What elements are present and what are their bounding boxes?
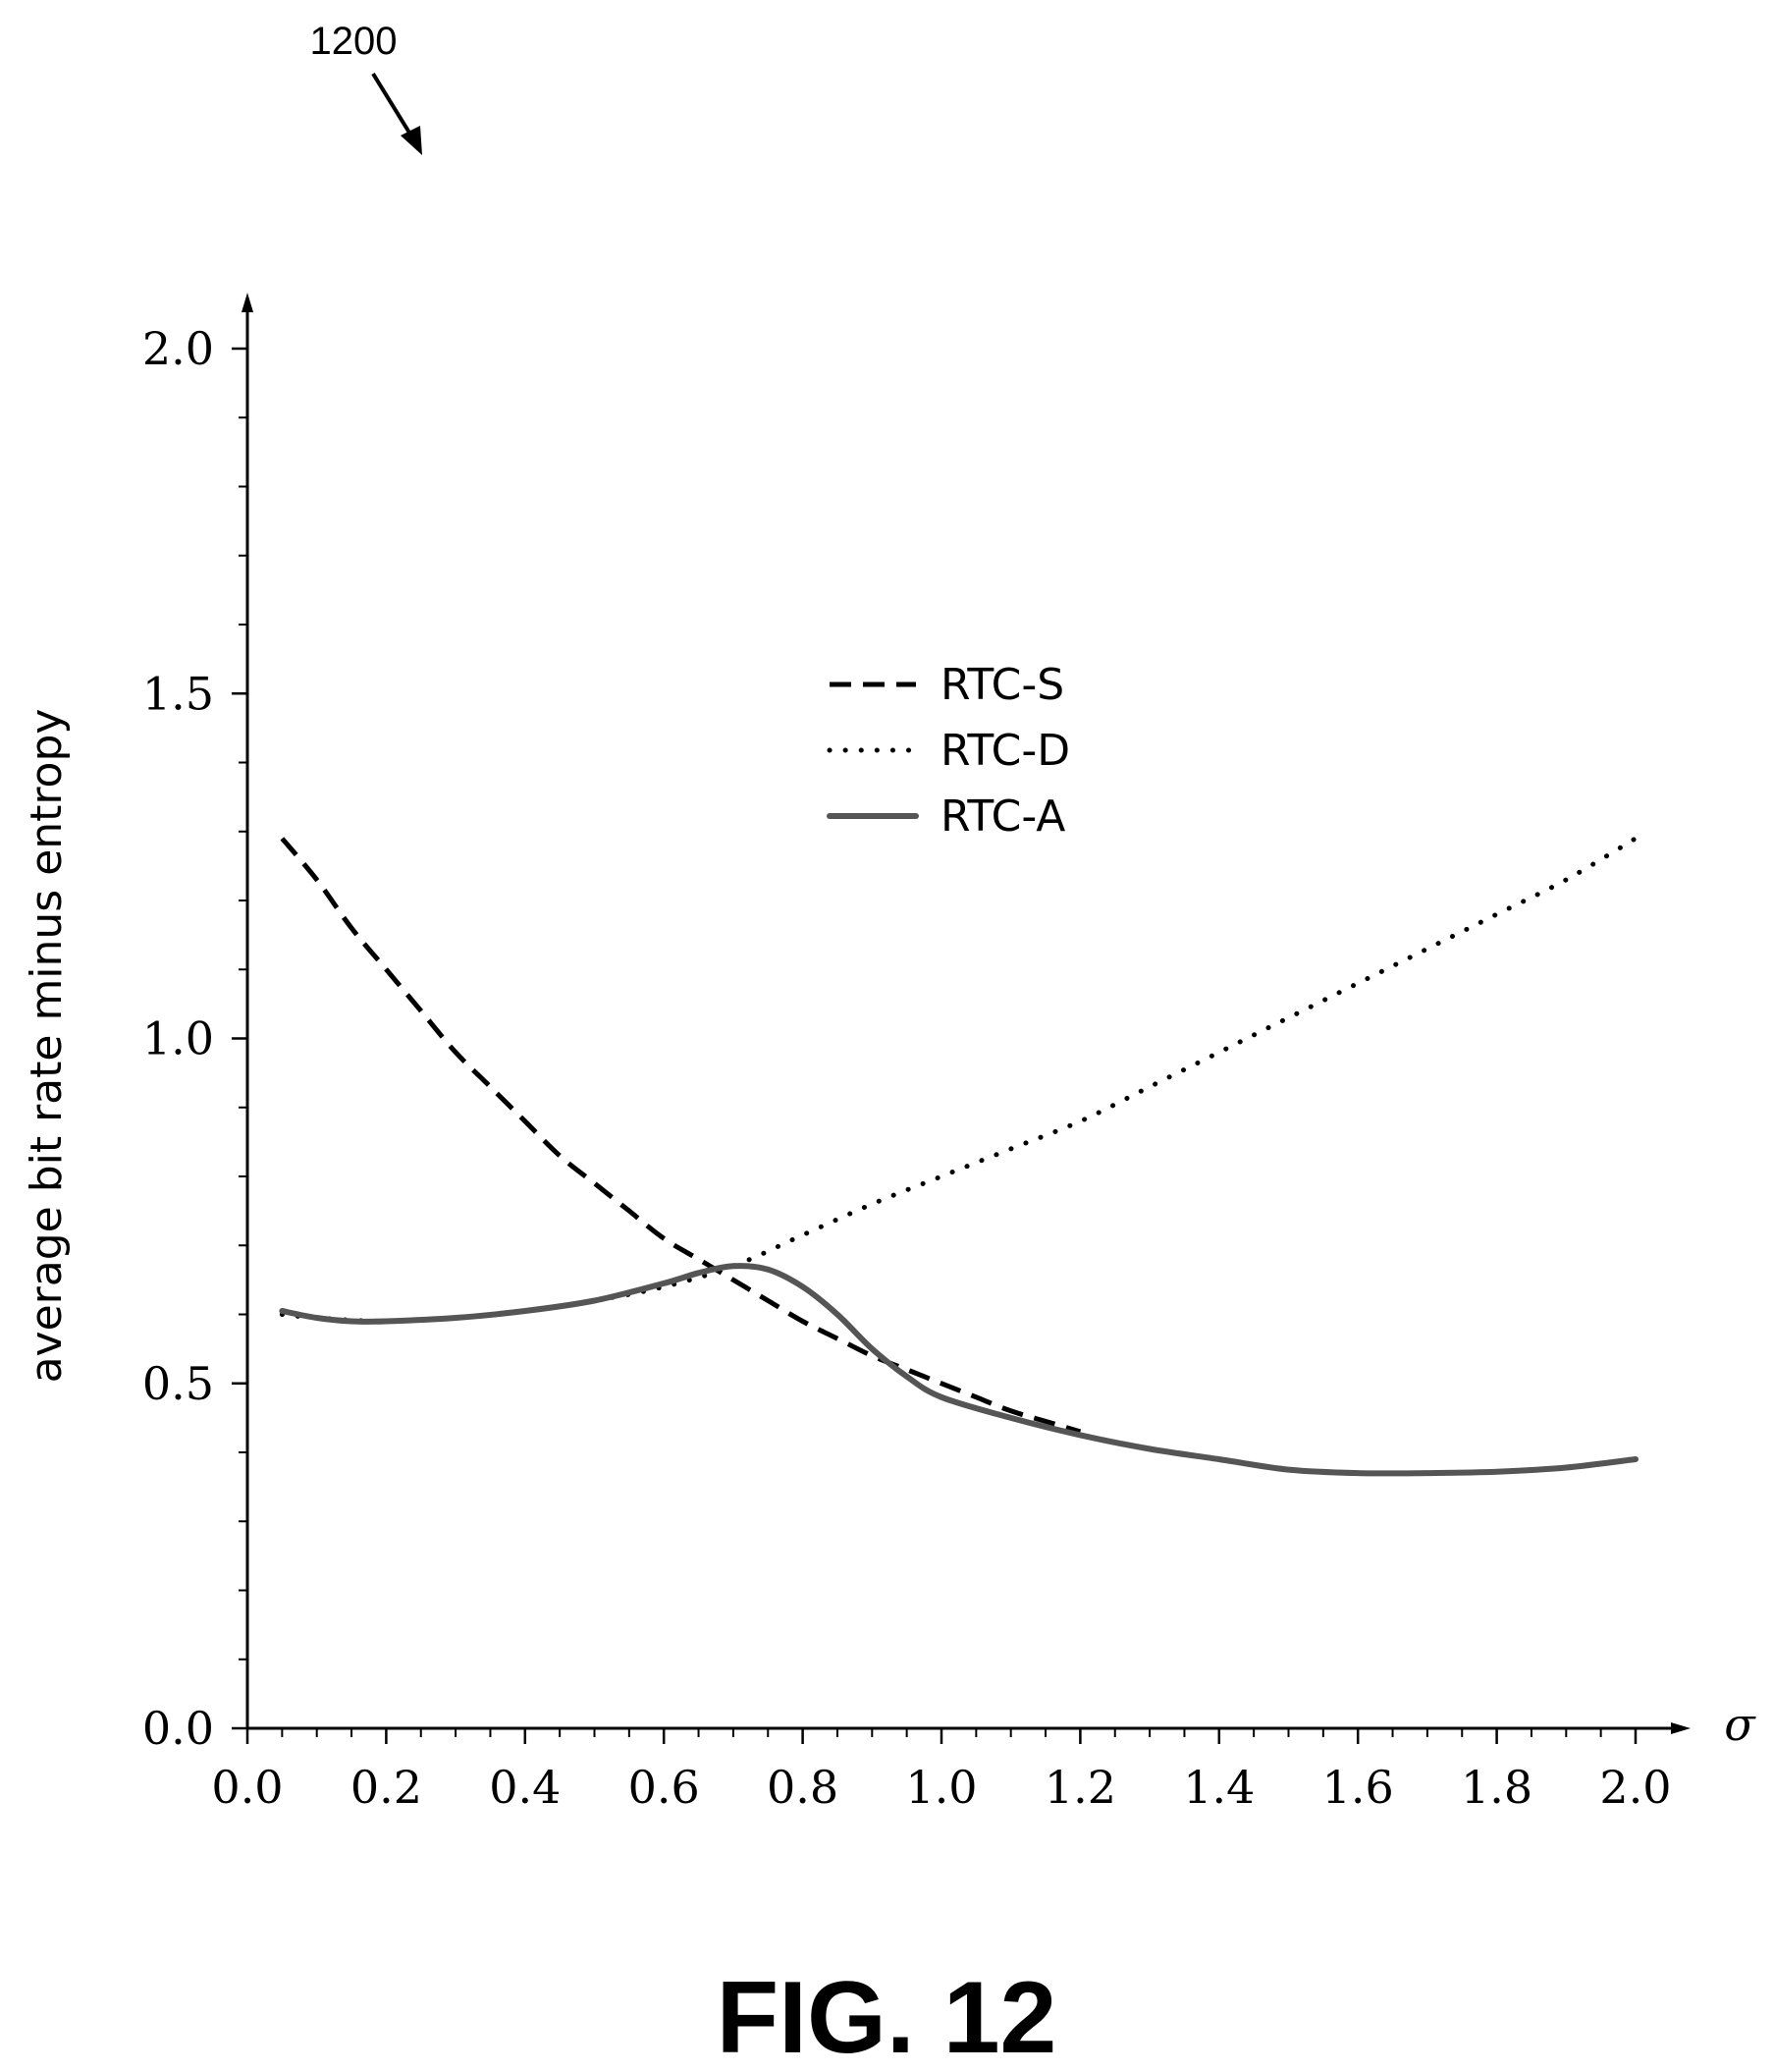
- reference-number: 1200: [310, 20, 398, 63]
- y-tick-label: 0.0: [142, 1702, 214, 1755]
- x-tick-label: 0.2: [350, 1761, 422, 1814]
- y-tick-label: 0.5: [142, 1357, 214, 1410]
- x-tick-label: 1.8: [1461, 1761, 1532, 1814]
- axes: [242, 293, 1691, 1734]
- y-tick-label: 1.0: [142, 1012, 214, 1065]
- x-tick-label: 1.4: [1183, 1761, 1255, 1814]
- series-line-rtc-s: [280, 837, 1082, 1435]
- x-tick-label: 1.0: [905, 1761, 977, 1814]
- legend: RTC-S RTC-D RTC-A: [827, 660, 1070, 842]
- x-tick-label: 0.0: [211, 1761, 283, 1814]
- series-line-rtc-a: [279, 1263, 1639, 1477]
- y-tick-label: 1.5: [142, 667, 214, 720]
- x-tick-label: 0.8: [767, 1761, 838, 1814]
- ticks: [232, 347, 1638, 1744]
- series-group: [279, 836, 1639, 1477]
- x-tick-label: 1.6: [1322, 1761, 1394, 1814]
- legend-label-rtc-s: RTC-S: [940, 660, 1064, 710]
- x-tick-label: 1.2: [1045, 1761, 1116, 1814]
- y-axis-arrowhead: [242, 293, 253, 312]
- tick-labels: 0.0 0.2 0.4 0.6 0.8 1.0 1.2 1.4 1.6 1.8 2.0 0.0 0.5 1…: [142, 322, 1672, 1814]
- figure-label: FIG. 12: [717, 1961, 1057, 2072]
- y-axis-label: average bit rate minus entropy: [22, 709, 72, 1384]
- x-axis-arrowhead: [1671, 1722, 1691, 1734]
- x-tick-label: 0.6: [628, 1761, 700, 1814]
- legend-label-rtc-a: RTC-A: [940, 791, 1065, 842]
- x-tick-label: 2.0: [1599, 1761, 1671, 1814]
- x-tick-label: 0.4: [489, 1761, 561, 1814]
- reference-arrow: [371, 72, 422, 155]
- legend-label-rtc-d: RTC-D: [940, 726, 1070, 776]
- y-tick-label: 2.0: [142, 322, 214, 375]
- x-axis-label: σ: [1724, 1698, 1756, 1751]
